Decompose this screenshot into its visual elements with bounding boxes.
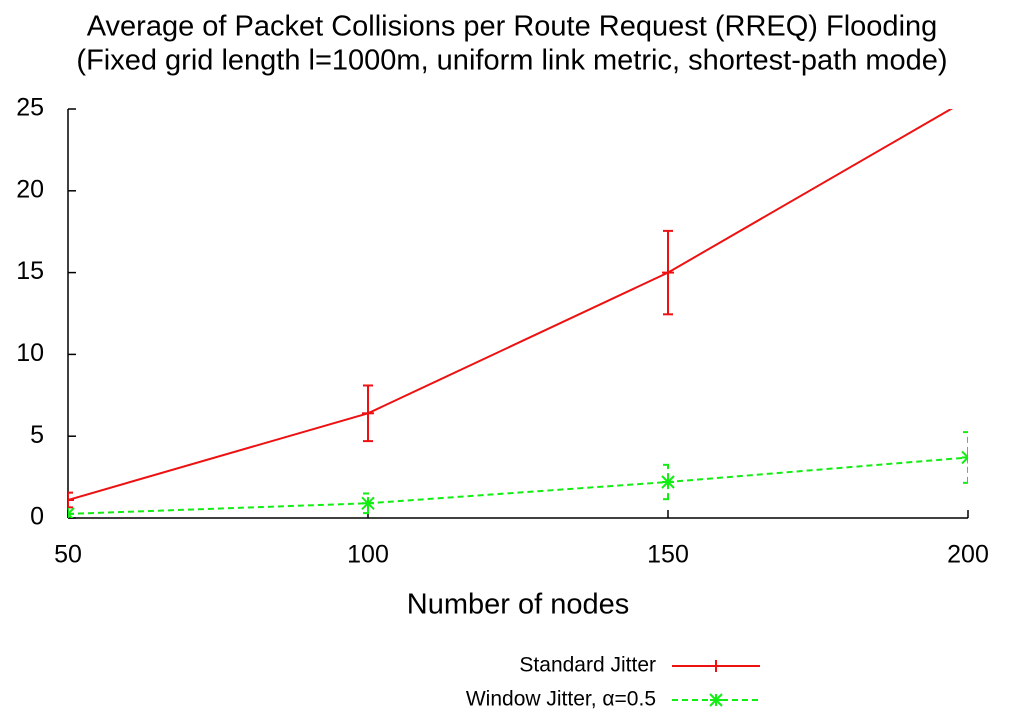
data-point [662, 266, 674, 279]
series-line [68, 109, 954, 501]
legend-label: Window Jitter, α=0.5 [466, 688, 656, 711]
data-point-part [68, 507, 75, 516]
chart-subtitle: (Fixed grid length l=1000m, uniform link… [76, 45, 947, 77]
plot-area [68, 93, 974, 518]
data-point-part [661, 475, 675, 489]
error-bar [68, 491, 73, 509]
error-bar [963, 431, 968, 484]
y-tick-label: 5 [30, 421, 44, 449]
data-point-part [68, 512, 74, 518]
legend-label: Standard Jitter [519, 654, 656, 677]
chart-title: Average of Packet Collisions per Route R… [87, 11, 938, 43]
x-axis-label: Number of nodes [407, 589, 629, 621]
legend-marker [709, 693, 723, 707]
y-tick-label: 25 [16, 94, 44, 122]
data-point [962, 93, 974, 105]
x-tick-label: 50 [54, 541, 82, 569]
data-point [361, 496, 375, 510]
data-point-part [961, 456, 968, 465]
y-tick-label: 20 [16, 175, 44, 203]
data-point [362, 407, 374, 420]
data-point-part [361, 496, 375, 510]
y-tick-label: 15 [16, 257, 44, 285]
error-bar [363, 492, 373, 515]
error-bar [663, 463, 673, 501]
data-point [68, 494, 74, 507]
series-line [68, 456, 968, 515]
x-tick-label: 200 [947, 541, 989, 569]
y-tick-label: 10 [16, 339, 44, 367]
x-tick-label: 100 [347, 541, 389, 569]
data-point [68, 507, 75, 518]
legend-marker [710, 660, 722, 672]
y-tick-label: 0 [30, 503, 44, 531]
data-point [961, 450, 968, 465]
legend-marker-part [709, 693, 723, 707]
data-point [661, 475, 675, 489]
x-tick-label: 150 [647, 541, 689, 569]
data-point-part [961, 450, 968, 459]
